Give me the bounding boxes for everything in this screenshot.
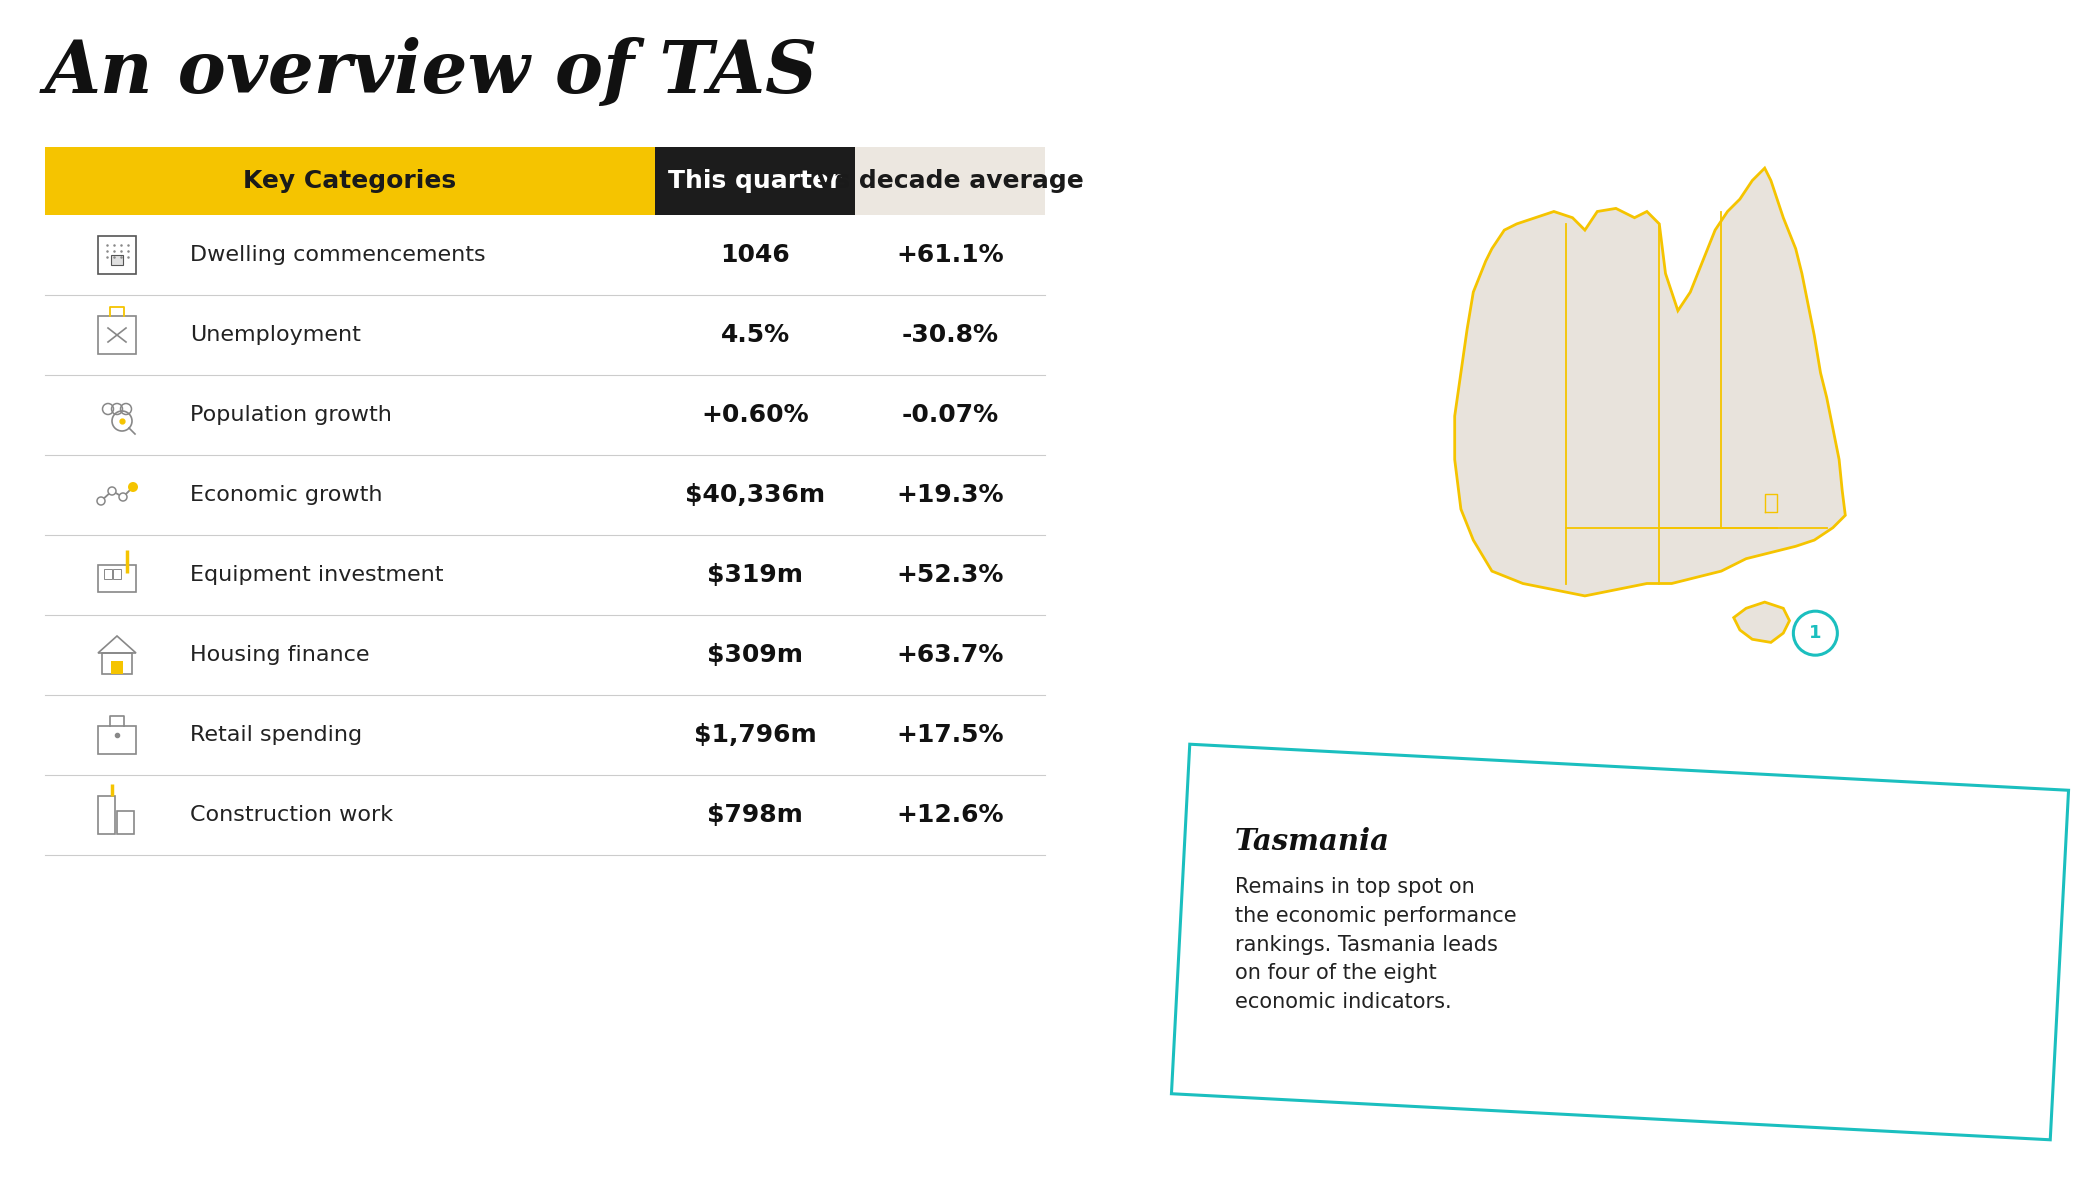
FancyBboxPatch shape: [854, 147, 1045, 215]
Circle shape: [96, 496, 105, 505]
Text: Dwelling commencements: Dwelling commencements: [191, 245, 486, 265]
Circle shape: [128, 482, 138, 492]
Text: $319m: $319m: [708, 563, 802, 587]
Text: 1046: 1046: [720, 243, 789, 267]
Text: Economic growth: Economic growth: [191, 485, 383, 505]
Text: +52.3%: +52.3%: [896, 563, 1003, 587]
Text: Equipment investment: Equipment investment: [191, 565, 444, 585]
Text: $309m: $309m: [708, 643, 802, 667]
Text: +0.60%: +0.60%: [701, 403, 808, 427]
Text: Unemployment: Unemployment: [191, 325, 360, 345]
Text: +12.6%: +12.6%: [896, 803, 1003, 827]
FancyBboxPatch shape: [655, 147, 854, 215]
Text: Construction work: Construction work: [191, 805, 394, 825]
Text: Tasmania: Tasmania: [1235, 827, 1390, 856]
Circle shape: [119, 493, 128, 501]
Text: $40,336m: $40,336m: [685, 483, 825, 507]
Text: Remains in top spot on
the economic performance
rankings. Tasmania leads
on four: Remains in top spot on the economic perf…: [1235, 877, 1516, 1012]
Text: -0.07%: -0.07%: [900, 403, 999, 427]
Polygon shape: [1734, 602, 1790, 642]
Text: +63.7%: +63.7%: [896, 643, 1003, 667]
Text: +61.1%: +61.1%: [896, 243, 1003, 267]
Text: Housing finance: Housing finance: [191, 645, 369, 665]
Circle shape: [109, 487, 115, 495]
Text: Key Categories: Key Categories: [243, 169, 456, 193]
Text: 1: 1: [1809, 624, 1822, 642]
Text: +19.3%: +19.3%: [896, 483, 1003, 507]
Text: Population growth: Population growth: [191, 405, 392, 426]
Text: $798m: $798m: [708, 803, 802, 827]
Text: $1,796m: $1,796m: [693, 723, 817, 747]
Text: Vs decade average: Vs decade average: [817, 169, 1085, 193]
Circle shape: [1792, 611, 1836, 655]
Polygon shape: [1455, 168, 1845, 596]
Text: An overview of TAS: An overview of TAS: [44, 37, 819, 108]
Text: +17.5%: +17.5%: [896, 723, 1003, 747]
Text: This quarter: This quarter: [668, 169, 842, 193]
FancyBboxPatch shape: [44, 147, 655, 215]
FancyBboxPatch shape: [111, 255, 124, 265]
Text: 4.5%: 4.5%: [720, 323, 789, 348]
Text: Retail spending: Retail spending: [191, 725, 362, 745]
FancyBboxPatch shape: [111, 661, 124, 674]
Text: -30.8%: -30.8%: [903, 323, 999, 348]
